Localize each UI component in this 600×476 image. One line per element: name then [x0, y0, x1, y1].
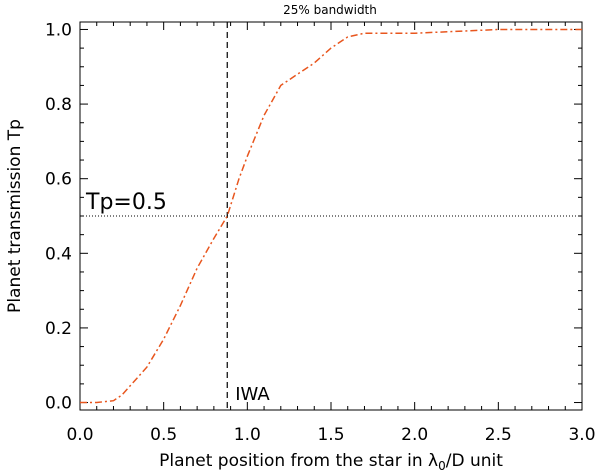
x-axis-title-sub: 0: [438, 459, 446, 473]
x-tick-label: 0.5: [150, 425, 177, 445]
iwa-label: IWA: [235, 384, 270, 405]
y-axis-title: Planet transmission Tp: [5, 119, 25, 313]
y-tick-label: 0.4: [45, 244, 72, 264]
y-tick-label: 1.0: [45, 20, 72, 40]
y-tick-labels: 0.0 0.2 0.4 0.6 0.8 1.0: [45, 20, 72, 413]
y-tick-label: 0.2: [45, 319, 72, 339]
transmission-curve: [80, 28, 582, 404]
x-axis-title-suffix: /D unit: [446, 451, 503, 471]
x-axis-title-lambda: λ: [428, 451, 438, 471]
x-tick-label: 3.0: [568, 425, 595, 445]
x-axis-title: Planet position from the star in λ0/D un…: [159, 451, 503, 473]
y-tick-label: 0.6: [45, 170, 72, 190]
y-tick-label: 0.0: [45, 394, 72, 414]
x-tick-label: 1.5: [317, 425, 344, 445]
x-tick-labels: 0.0 0.5 1.0 1.5 2.0 2.5 3.0: [66, 425, 595, 445]
x-tick-label: 2.5: [485, 425, 512, 445]
tp-half-label: Tp=0.5: [85, 190, 167, 215]
chart-title: 25% bandwidth: [283, 3, 377, 17]
x-tick-label: 1.0: [234, 425, 261, 445]
x-tick-label: 0.0: [66, 425, 93, 445]
x-axis-title-prefix: Planet position from the star in: [159, 451, 428, 471]
x-tick-label: 2.0: [401, 425, 428, 445]
y-tick-label: 0.8: [45, 95, 72, 115]
